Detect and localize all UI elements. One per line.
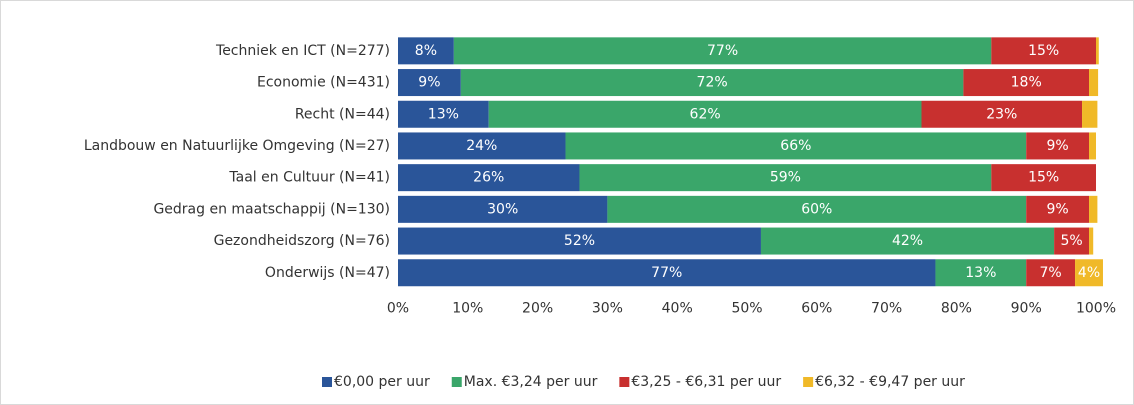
legend-swatch (322, 377, 332, 387)
y-tick-label: Economie (N=431) (257, 75, 390, 91)
bar-segment (460, 69, 964, 97)
bar-segment (1054, 227, 1090, 255)
bar-segment (453, 37, 992, 65)
data-label: 5% (1060, 233, 1082, 249)
y-tick-label: Recht (N=44) (295, 106, 390, 122)
legend-swatch (619, 377, 630, 387)
data-label: 66% (780, 138, 811, 154)
data-label: 7% (1040, 265, 1062, 281)
data-label: 13% (428, 106, 459, 122)
x-tick-label: 10% (452, 301, 483, 317)
data-label: 4% (1078, 265, 1100, 281)
bar-segment (1026, 259, 1076, 287)
data-label: 52% (564, 233, 595, 249)
data-label: 26% (473, 170, 504, 186)
data-label: 42% (892, 233, 923, 249)
x-tick-label: 90% (1011, 301, 1042, 317)
x-tick-label: 80% (941, 301, 972, 317)
bar-segment (398, 164, 580, 192)
legend-label: €6,32 - €9,47 per uur (815, 374, 965, 390)
data-label: 18% (1011, 75, 1042, 91)
bar-segment (935, 259, 1027, 287)
y-tick-label: Gedrag en maatschappij (N=130) (153, 201, 390, 217)
legend-swatch (451, 377, 462, 387)
y-tick-label: Landbouw en Natuurlijke Omgeving (N=27) (84, 138, 390, 154)
data-label: 72% (697, 75, 728, 91)
bar-segment (1082, 100, 1098, 128)
data-label: 13% (965, 265, 996, 281)
data-label: 62% (690, 106, 721, 122)
bar-segment (398, 195, 608, 223)
data-label: 77% (707, 43, 738, 59)
bar-segment (1026, 132, 1090, 160)
data-label: 23% (986, 106, 1017, 122)
bar-segment (398, 69, 461, 97)
bar-segment (1089, 227, 1094, 255)
x-tick-label: 50% (731, 301, 762, 317)
legend-label: €0,00 per uur (334, 374, 430, 390)
bar-segment (991, 37, 1096, 65)
data-label: 60% (801, 201, 832, 217)
x-tick-label: 100% (1076, 301, 1116, 317)
x-tick-label: 40% (662, 301, 693, 317)
x-tick-label: 70% (871, 301, 902, 317)
bar-segment (607, 195, 1027, 223)
x-tick-label: 20% (522, 301, 553, 317)
bar-segment (1089, 132, 1096, 160)
bar-segment (1089, 195, 1098, 223)
bar-segment (398, 259, 936, 287)
bar-segment (488, 100, 922, 128)
data-label: 30% (487, 201, 518, 217)
bar-segment (398, 227, 761, 255)
bar-segment (760, 227, 1055, 255)
data-label: 9% (1047, 201, 1069, 217)
y-tick-label: Onderwijs (N=47) (265, 265, 390, 281)
x-tick-label: 0% (387, 301, 409, 317)
bar-segment (991, 164, 1096, 192)
data-label: 9% (418, 75, 440, 91)
y-tick-label: Taal en Cultuur (N=41) (228, 170, 390, 186)
legend-label: €3,25 - €6,31 per uur (631, 374, 781, 390)
bar-segment (963, 69, 1090, 97)
data-label: 59% (770, 170, 801, 186)
bar-segment (1075, 259, 1103, 287)
bar-segment (921, 100, 1083, 128)
bar-segment (398, 37, 454, 65)
legend-swatch (803, 377, 814, 387)
data-label: 15% (1028, 170, 1059, 186)
bar-segment (398, 100, 489, 128)
bar-segment (1026, 195, 1090, 223)
bar-segment (565, 132, 1027, 160)
data-label: 77% (651, 265, 682, 281)
bar-segment (398, 132, 566, 160)
data-label: 15% (1028, 43, 1059, 59)
bar-segment (1089, 69, 1099, 97)
bar-segment (579, 164, 992, 192)
y-tick-label: Gezondheidszorg (N=76) (214, 233, 390, 249)
legend-label: Max. €3,24 per uur (464, 374, 598, 390)
data-label: 9% (1047, 138, 1069, 154)
data-label: 8% (415, 43, 437, 59)
x-tick-label: 60% (801, 301, 832, 317)
bar-segment (1096, 37, 1099, 65)
x-tick-label: 30% (592, 301, 623, 317)
y-tick-label: Techniek en ICT (N=277) (215, 43, 390, 59)
data-label: 24% (466, 138, 497, 154)
